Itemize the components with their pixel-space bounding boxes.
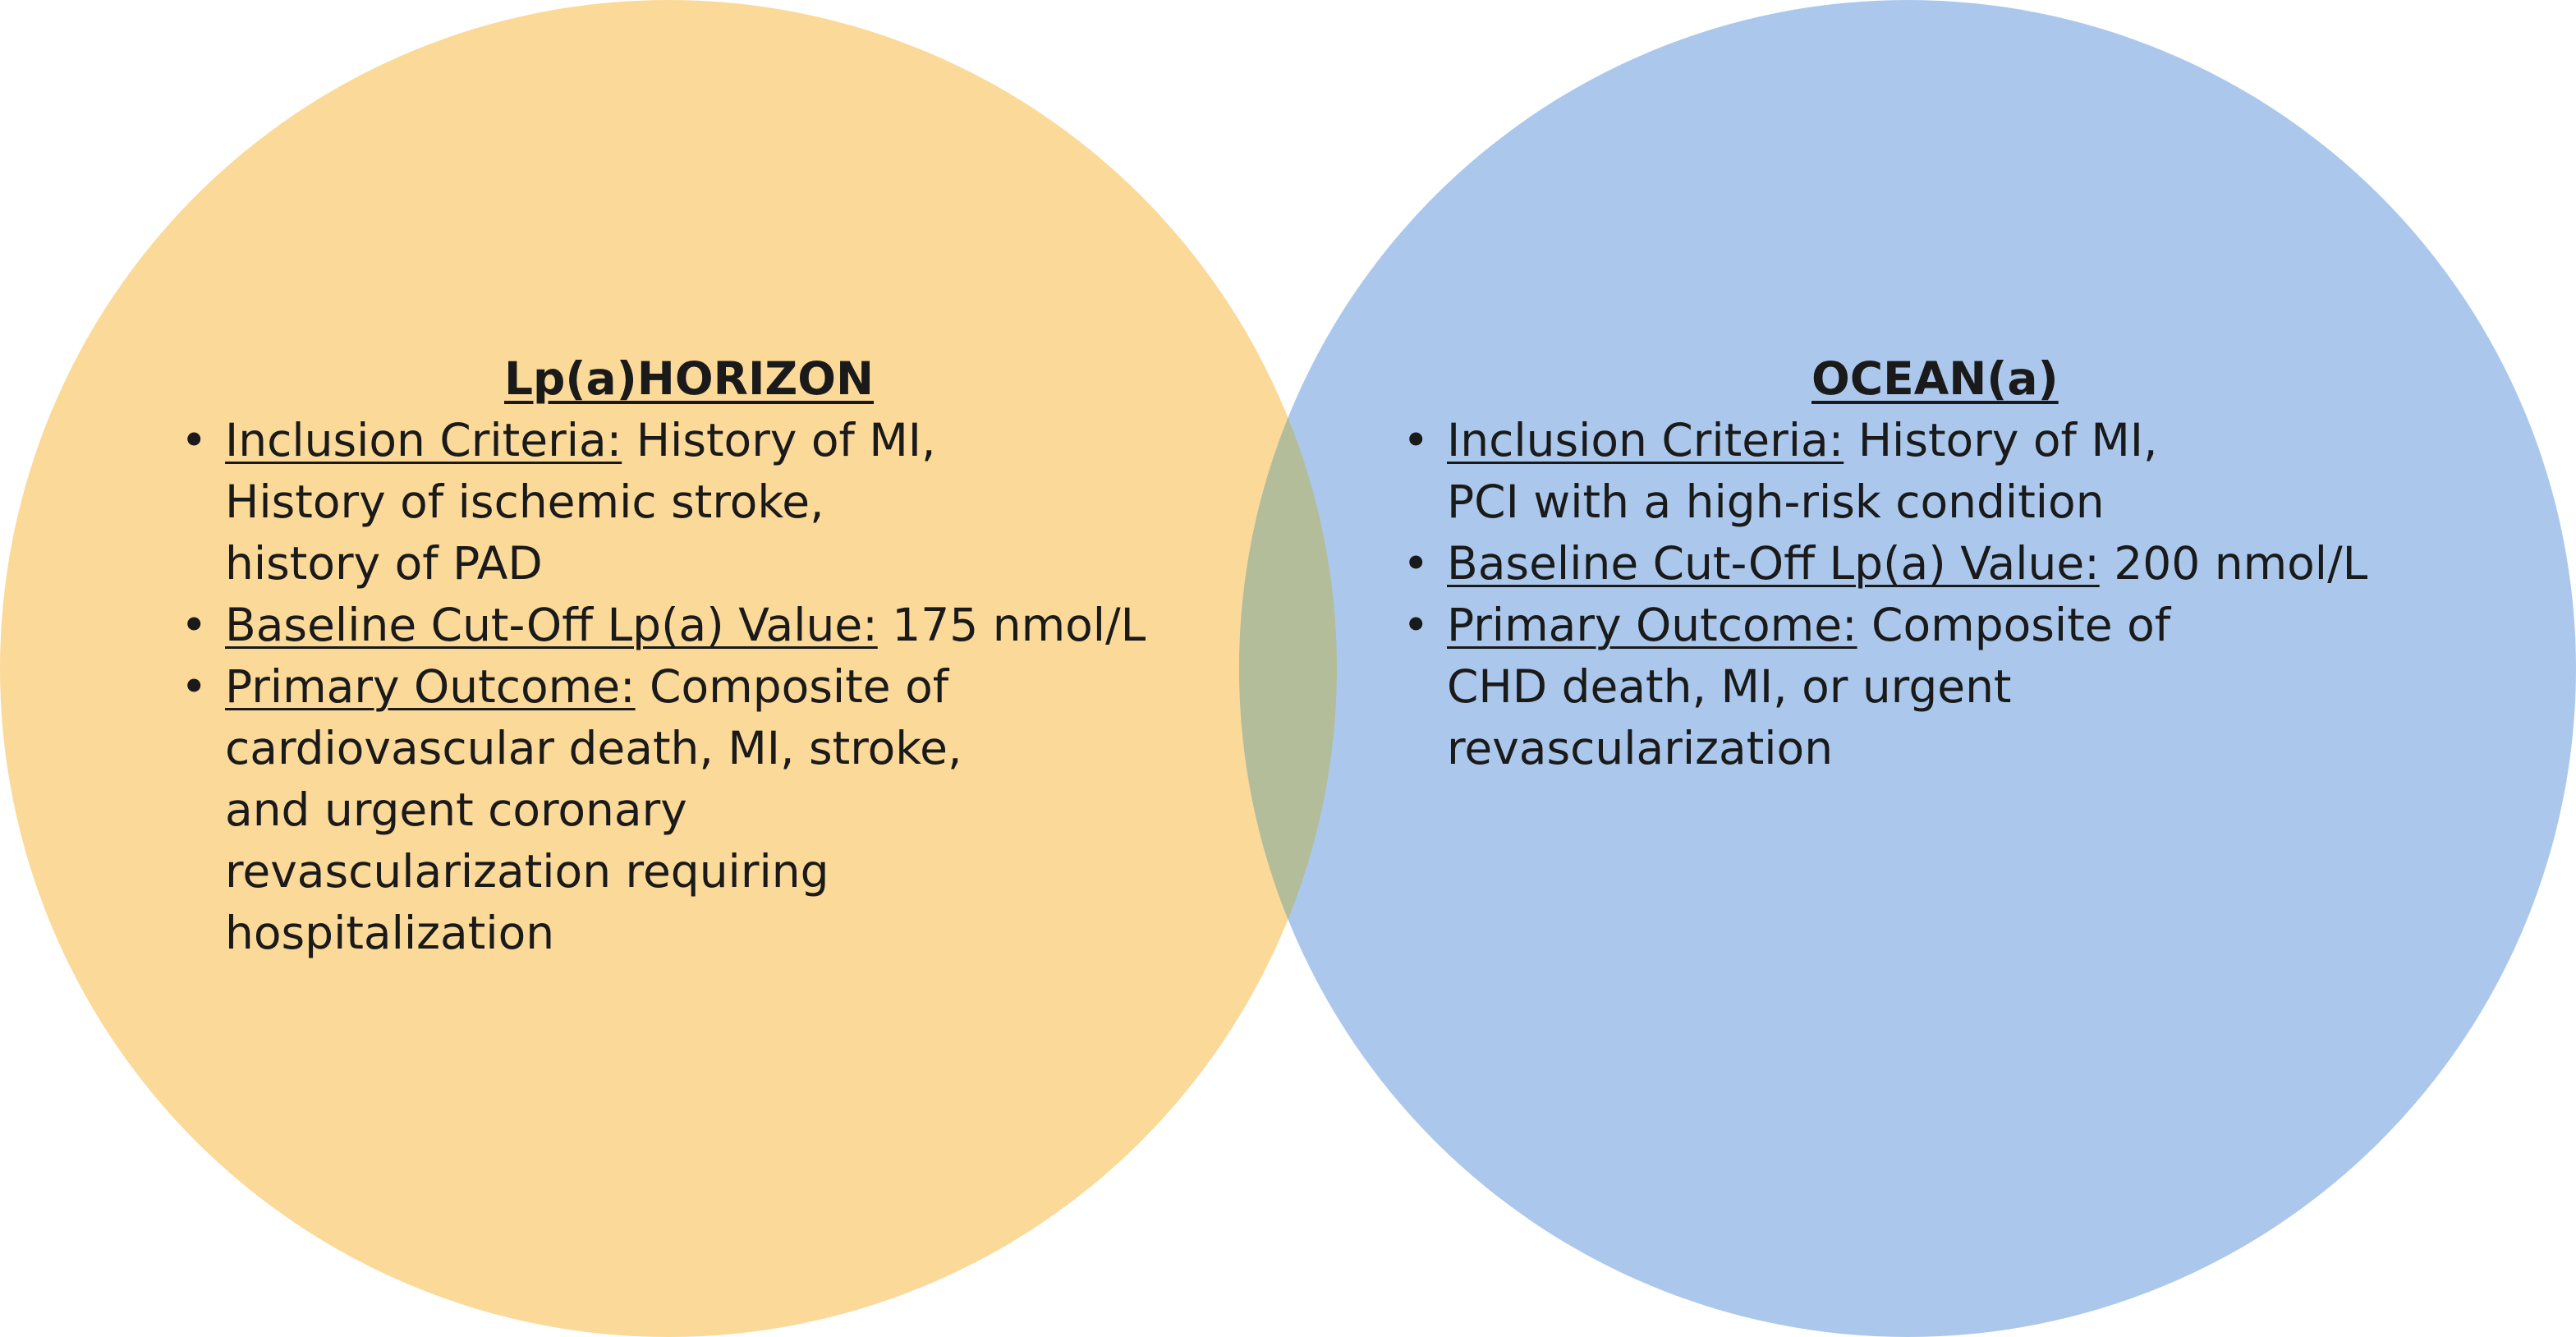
item-continuation-line: History of ischemic stroke, xyxy=(225,476,824,528)
item-label: Inclusion Criteria: xyxy=(1447,414,1844,466)
ocean-a-title: OCEAN(a) xyxy=(1811,352,2059,405)
lp-a-horizon-title: Lp(a)HORIZON xyxy=(504,352,875,405)
bullet-marker: • xyxy=(1403,599,1430,651)
bullet-marker: • xyxy=(1403,414,1430,466)
ocean-a-circle xyxy=(1239,0,2576,1337)
item-continuation-line: history of PAD xyxy=(225,537,543,590)
item-value: History of MI, xyxy=(1844,414,2158,466)
item-label: Primary Outcome: xyxy=(1447,599,1857,651)
item-first-line: Baseline Cut-Off Lp(a) Value: 200 nmol/L xyxy=(1447,533,2485,595)
criteria-item: • Baseline Cut-Off Lp(a) Value: 200 nmol/… xyxy=(1401,533,2485,595)
criteria-item: • Inclusion Criteria: History of MI, Histo… xyxy=(179,410,1205,595)
ocean-a-list: • Inclusion Criteria: History of MI, PCI w… xyxy=(1401,410,2485,779)
item-continuation-line: revascularization requiring xyxy=(225,845,829,898)
item-value: Composite of xyxy=(635,660,949,713)
item-first-line: Inclusion Criteria: History of MI, xyxy=(1447,410,2485,471)
lp-a-horizon-panel: Lp(a)HORIZON • Inclusion Criteria: Histor… xyxy=(179,348,1205,964)
item-first-line: Inclusion Criteria: History of MI, xyxy=(225,410,1205,471)
lp-a-horizon-list: • Inclusion Criteria: History of MI, Histo… xyxy=(179,410,1205,964)
bullet-marker: • xyxy=(1403,537,1430,590)
item-first-line: Baseline Cut-Off Lp(a) Value: 175 nmol/L xyxy=(225,595,1205,656)
item-continuation-line: CHD death, MI, or urgent xyxy=(1447,660,2012,713)
bullet-marker: • xyxy=(181,599,208,651)
item-label: Inclusion Criteria: xyxy=(225,414,622,466)
criteria-item: • Primary Outcome: Composite of cardiovasc… xyxy=(179,656,1205,964)
item-continuation-line: cardiovascular death, MI, stroke, xyxy=(225,722,962,774)
bullet-marker: • xyxy=(181,414,208,466)
item-label: Baseline Cut-Off Lp(a) Value: xyxy=(225,599,878,651)
item-value: Composite of xyxy=(1857,599,2171,651)
item-continuation-line: PCI with a high-risk condition xyxy=(1447,476,2105,528)
criteria-item: • Baseline Cut-Off Lp(a) Value: 175 nmol/… xyxy=(179,595,1205,656)
criteria-item: • Inclusion Criteria: History of MI, PCI w… xyxy=(1401,410,2485,533)
item-value: 200 nmol/L xyxy=(2099,537,2368,590)
ocean-a-panel: OCEAN(a) • Inclusion Criteria: History of… xyxy=(1401,348,2485,779)
item-value: History of MI, xyxy=(622,414,936,466)
criteria-item: • Primary Outcome: Composite of CHD death,… xyxy=(1401,595,2485,779)
item-value: 175 nmol/L xyxy=(877,599,1146,651)
item-continuation-line: and urgent coronary xyxy=(225,783,687,836)
item-label: Baseline Cut-Off Lp(a) Value: xyxy=(1447,537,2100,590)
item-label: Primary Outcome: xyxy=(225,660,636,713)
item-first-line: Primary Outcome: Composite of xyxy=(225,656,1205,718)
item-continuation-line: hospitalization xyxy=(225,907,555,959)
item-first-line: Primary Outcome: Composite of xyxy=(1447,595,2485,656)
bullet-marker: • xyxy=(181,660,208,713)
item-continuation-line: revascularization xyxy=(1447,722,1834,774)
lp-a-horizon-circle xyxy=(0,0,1337,1337)
